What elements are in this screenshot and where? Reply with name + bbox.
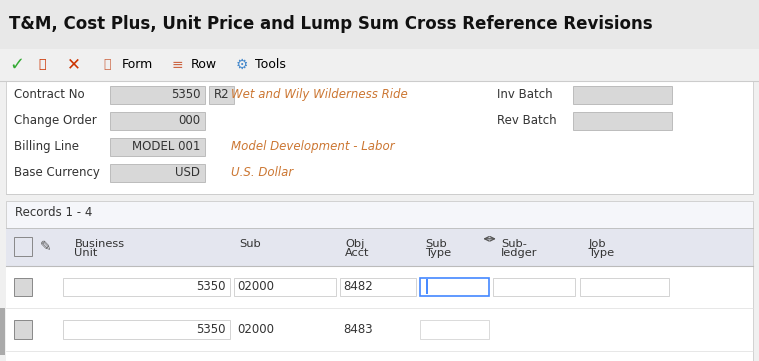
Text: Type: Type xyxy=(588,248,614,258)
Text: Business: Business xyxy=(74,239,124,249)
Text: Tools: Tools xyxy=(255,58,286,71)
FancyBboxPatch shape xyxy=(580,278,669,296)
Text: Obj: Obj xyxy=(345,239,365,249)
Text: Unit: Unit xyxy=(74,248,98,258)
FancyBboxPatch shape xyxy=(110,164,205,182)
Text: ledger: ledger xyxy=(501,248,537,258)
Text: Model Development - Labor: Model Development - Labor xyxy=(231,140,395,153)
Text: Billing Line: Billing Line xyxy=(14,140,79,153)
FancyBboxPatch shape xyxy=(420,278,489,296)
Text: ✎: ✎ xyxy=(39,240,52,254)
FancyBboxPatch shape xyxy=(110,86,205,104)
FancyBboxPatch shape xyxy=(234,278,336,296)
FancyBboxPatch shape xyxy=(340,278,416,296)
Text: ✓: ✓ xyxy=(9,56,24,74)
Text: 000: 000 xyxy=(178,114,200,127)
Text: Row: Row xyxy=(191,58,216,71)
Text: Wet and Wily Wilderness Ride: Wet and Wily Wilderness Ride xyxy=(231,88,408,101)
Text: 5350: 5350 xyxy=(171,88,200,101)
FancyBboxPatch shape xyxy=(6,228,753,266)
Text: R2: R2 xyxy=(214,88,229,101)
Text: 02000: 02000 xyxy=(237,323,274,336)
Text: 🗑: 🗑 xyxy=(38,58,46,71)
Text: MODEL 001: MODEL 001 xyxy=(132,140,200,153)
Text: Base Currency: Base Currency xyxy=(14,166,99,179)
FancyBboxPatch shape xyxy=(0,308,5,355)
Text: Change Order: Change Order xyxy=(14,114,96,127)
Text: Job: Job xyxy=(588,239,606,249)
FancyBboxPatch shape xyxy=(63,320,230,339)
Text: U.S. Dollar: U.S. Dollar xyxy=(231,166,294,179)
FancyBboxPatch shape xyxy=(209,86,234,104)
Text: USD: USD xyxy=(175,166,200,179)
FancyBboxPatch shape xyxy=(110,138,205,156)
FancyBboxPatch shape xyxy=(573,86,672,104)
Text: ≡: ≡ xyxy=(172,58,183,71)
Text: Acct: Acct xyxy=(345,248,370,258)
FancyBboxPatch shape xyxy=(6,266,753,308)
FancyBboxPatch shape xyxy=(0,0,759,49)
Text: 5350: 5350 xyxy=(196,323,225,336)
FancyBboxPatch shape xyxy=(6,201,753,361)
Text: ⚙: ⚙ xyxy=(236,58,248,71)
FancyBboxPatch shape xyxy=(6,351,753,361)
Text: Contract No: Contract No xyxy=(14,88,84,101)
FancyBboxPatch shape xyxy=(6,308,753,351)
Text: 8482: 8482 xyxy=(343,280,373,293)
FancyBboxPatch shape xyxy=(0,49,759,81)
Text: Sub-: Sub- xyxy=(501,239,527,249)
Text: Inv Batch: Inv Batch xyxy=(497,88,553,101)
Text: 8483: 8483 xyxy=(343,323,373,336)
FancyBboxPatch shape xyxy=(420,320,489,339)
FancyBboxPatch shape xyxy=(14,238,32,256)
FancyBboxPatch shape xyxy=(14,320,32,339)
FancyBboxPatch shape xyxy=(63,278,230,296)
FancyBboxPatch shape xyxy=(573,112,672,130)
Text: ✕: ✕ xyxy=(67,56,80,74)
Text: ⎘: ⎘ xyxy=(103,58,111,71)
Text: Sub: Sub xyxy=(425,239,447,249)
Text: Records 1 - 4: Records 1 - 4 xyxy=(15,206,93,219)
FancyBboxPatch shape xyxy=(110,112,205,130)
Text: 02000: 02000 xyxy=(237,280,274,293)
FancyBboxPatch shape xyxy=(6,81,753,194)
FancyBboxPatch shape xyxy=(14,278,32,296)
Text: T&M, Cost Plus, Unit Price and Lump Sum Cross Reference Revisions: T&M, Cost Plus, Unit Price and Lump Sum … xyxy=(9,16,653,33)
Text: Sub: Sub xyxy=(239,239,261,249)
Text: Type: Type xyxy=(425,248,451,258)
Text: Rev Batch: Rev Batch xyxy=(497,114,557,127)
Text: 5350: 5350 xyxy=(196,280,225,293)
Text: Form: Form xyxy=(122,58,153,71)
FancyBboxPatch shape xyxy=(493,278,575,296)
